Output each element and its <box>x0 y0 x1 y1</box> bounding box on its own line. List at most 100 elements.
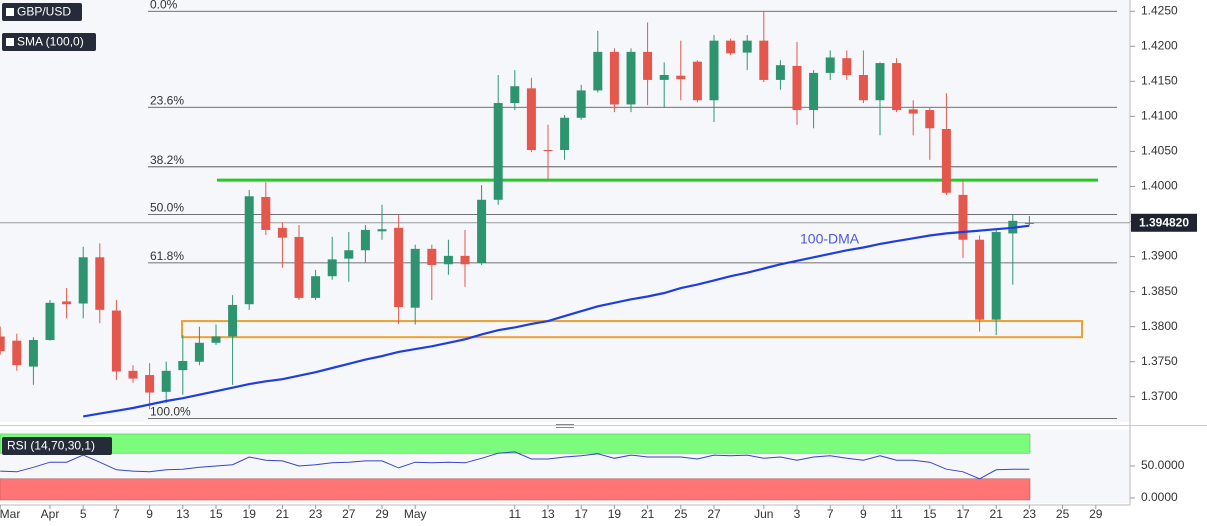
candle-body <box>95 257 105 310</box>
x-tick-label: 29 <box>1089 507 1103 521</box>
x-tick-label: 19 <box>608 507 622 521</box>
candle-body <box>327 259 337 277</box>
rsi-y-tick-label: 50.0000 <box>1141 458 1185 472</box>
candle-body <box>0 336 5 352</box>
x-tick-label: 13 <box>176 507 190 521</box>
candle-body <box>477 199 487 263</box>
candle-body <box>12 340 22 366</box>
candle-body <box>1024 222 1034 224</box>
x-tick-label: 21 <box>990 507 1004 521</box>
candle-body <box>792 65 802 111</box>
x-tick-label: 25 <box>1056 507 1070 521</box>
candle-body <box>311 276 321 298</box>
candle-body <box>128 370 138 379</box>
main-plot <box>0 10 1130 419</box>
x-tick-label: Jun <box>754 507 773 521</box>
candle-body <box>194 342 204 362</box>
oversold-band <box>0 478 1031 501</box>
candle-body <box>543 150 553 152</box>
x-tick-label: 23 <box>309 507 323 521</box>
x-tick-label: May <box>404 507 427 521</box>
x-tick-label: 21 <box>641 507 655 521</box>
candle-body <box>277 227 287 238</box>
x-tick-label: 27 <box>707 507 721 521</box>
rsi-plot <box>0 433 1031 501</box>
y-tick-label: 1.4250 <box>1141 3 1178 17</box>
candle-body <box>858 75 868 101</box>
y-tick-label: 1.4100 <box>1141 109 1178 123</box>
candle-body <box>941 128 951 193</box>
legend-box <box>2 33 96 51</box>
rsi-y-tick-label: 0.0000 <box>1141 490 1178 504</box>
last-price-label: 1.394820 <box>1139 215 1189 229</box>
x-tick-label: 27 <box>342 507 356 521</box>
annotation: 100-DMA <box>800 231 860 247</box>
x-tick-label: 7 <box>827 507 834 521</box>
x-tick-label: 11 <box>890 507 903 521</box>
candle-body <box>344 250 354 259</box>
candle-body <box>676 75 686 80</box>
candle-body <box>493 103 503 200</box>
x-tick-label: 11 <box>509 507 522 521</box>
chart-title: GBP/USD <box>17 5 71 19</box>
candle-body <box>892 63 902 111</box>
x-tick-label: 9 <box>146 507 153 521</box>
fib-label: 50.0% <box>150 201 184 215</box>
candle-body <box>975 239 985 320</box>
candle-body <box>709 40 719 101</box>
candle-body <box>908 109 918 114</box>
legend-swatch <box>6 38 14 46</box>
candle-body <box>62 301 72 305</box>
main-panel <box>0 0 1130 422</box>
y-tick-label: 1.4150 <box>1141 73 1178 87</box>
x-tick-label: 23 <box>1023 507 1037 521</box>
x-tick-label: 3 <box>794 507 801 521</box>
candle-body <box>643 51 653 80</box>
candle-body <box>211 336 221 343</box>
candle-body <box>875 63 885 101</box>
legend-label: SMA (100,0) <box>17 35 84 49</box>
candle-body <box>510 86 520 104</box>
x-tick-label: Mar <box>0 507 20 521</box>
candle-body <box>742 40 752 53</box>
candle-body <box>958 194 968 240</box>
x-tick-label: 13 <box>541 507 555 521</box>
candle-body <box>111 310 121 372</box>
candle-body <box>178 361 188 371</box>
fib-label: 100.0% <box>150 405 191 419</box>
candle-body <box>394 227 404 308</box>
candle-body <box>759 40 769 80</box>
sma-line <box>83 224 1030 418</box>
candle-body <box>244 196 254 305</box>
y-tick-label: 1.4200 <box>1141 38 1178 52</box>
rsi-line <box>0 451 1030 480</box>
support-zone <box>181 320 1083 339</box>
fib-label: 23.6% <box>150 93 184 107</box>
last-price-box <box>1131 213 1197 232</box>
x-tick-label: 9 <box>860 507 867 521</box>
candle-body <box>775 65 785 80</box>
candle-body <box>726 40 736 54</box>
candle-body <box>78 257 88 304</box>
candle-body <box>526 88 536 151</box>
candle-body <box>692 61 702 101</box>
candle-body <box>809 72 819 111</box>
candle-body <box>45 302 55 340</box>
candle-body <box>360 229 370 251</box>
y-tick-label: 1.3750 <box>1141 354 1178 368</box>
x-tick-label: Apr <box>41 507 60 521</box>
x-tick-label: 21 <box>276 507 290 521</box>
fib-label: 0.0% <box>150 0 178 11</box>
candle-body <box>842 58 852 76</box>
candle-body <box>460 255 470 265</box>
candle-body <box>410 248 420 308</box>
y-tick-label: 1.3850 <box>1141 284 1178 298</box>
x-tick-label: 5 <box>80 507 87 521</box>
x-tick-label: 19 <box>243 507 257 521</box>
y-tick-label: 1.3800 <box>1141 319 1178 333</box>
x-tick-label: 15 <box>923 507 937 521</box>
x-tick-label: 17 <box>575 507 589 521</box>
candle-body <box>593 51 603 91</box>
